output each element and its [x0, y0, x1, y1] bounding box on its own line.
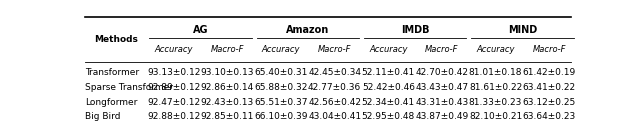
Text: 92.88±0.12: 92.88±0.12	[147, 112, 200, 121]
Text: 92.85±0.11: 92.85±0.11	[201, 112, 254, 121]
Text: Amazon: Amazon	[286, 25, 330, 35]
Text: 63.41±0.22: 63.41±0.22	[523, 83, 576, 92]
Text: AG: AG	[193, 25, 209, 35]
Text: Longformer: Longformer	[85, 97, 138, 107]
Text: Accuracy: Accuracy	[476, 45, 515, 54]
Text: 43.04±0.41: 43.04±0.41	[308, 112, 361, 121]
Text: Accuracy: Accuracy	[154, 45, 193, 54]
Text: IMDB: IMDB	[401, 25, 429, 35]
Text: 52.11±0.41: 52.11±0.41	[362, 68, 415, 77]
Text: 43.87±0.49: 43.87±0.49	[415, 112, 468, 121]
Text: 42.56±0.42: 42.56±0.42	[308, 97, 361, 107]
Text: Transformer: Transformer	[85, 68, 139, 77]
Text: 63.12±0.25: 63.12±0.25	[522, 97, 576, 107]
Text: 92.89±0.12: 92.89±0.12	[147, 83, 200, 92]
Text: 52.34±0.41: 52.34±0.41	[362, 97, 415, 107]
Text: MIND: MIND	[508, 25, 537, 35]
Text: 52.42±0.46: 52.42±0.46	[362, 83, 415, 92]
Text: 92.43±0.13: 92.43±0.13	[201, 97, 254, 107]
Text: 42.45±0.34: 42.45±0.34	[308, 68, 361, 77]
Text: 42.70±0.42: 42.70±0.42	[415, 68, 468, 77]
Text: 66.10±0.39: 66.10±0.39	[254, 112, 308, 121]
Text: 81.33±0.23: 81.33±0.23	[469, 97, 522, 107]
Text: 52.95±0.48: 52.95±0.48	[362, 112, 415, 121]
Text: 43.31±0.43: 43.31±0.43	[415, 97, 468, 107]
Text: 65.40±0.31: 65.40±0.31	[254, 68, 308, 77]
Text: 42.77±0.36: 42.77±0.36	[308, 83, 362, 92]
Text: 63.64±0.23: 63.64±0.23	[522, 112, 576, 121]
Text: 81.61±0.22: 81.61±0.22	[469, 83, 522, 92]
Text: 65.88±0.32: 65.88±0.32	[254, 83, 308, 92]
Text: Sparse Transformer: Sparse Transformer	[85, 83, 173, 92]
Text: 61.42±0.19: 61.42±0.19	[522, 68, 576, 77]
Text: 93.13±0.12: 93.13±0.12	[147, 68, 200, 77]
Text: 92.86±0.14: 92.86±0.14	[201, 83, 254, 92]
Text: Methods: Methods	[94, 35, 138, 44]
Text: Macro-F: Macro-F	[425, 45, 459, 54]
Text: Macro-F: Macro-F	[318, 45, 351, 54]
Text: 65.51±0.37: 65.51±0.37	[254, 97, 308, 107]
Text: Big Bird: Big Bird	[85, 112, 120, 121]
Text: 92.47±0.12: 92.47±0.12	[147, 97, 200, 107]
Text: 82.10±0.21: 82.10±0.21	[469, 112, 522, 121]
Text: 81.01±0.18: 81.01±0.18	[469, 68, 522, 77]
Text: Macro-F: Macro-F	[211, 45, 244, 54]
Text: 93.10±0.13: 93.10±0.13	[201, 68, 254, 77]
Text: 43.43±0.47: 43.43±0.47	[415, 83, 468, 92]
Text: Macro-F: Macro-F	[532, 45, 566, 54]
Text: Accuracy: Accuracy	[262, 45, 300, 54]
Text: Accuracy: Accuracy	[369, 45, 408, 54]
